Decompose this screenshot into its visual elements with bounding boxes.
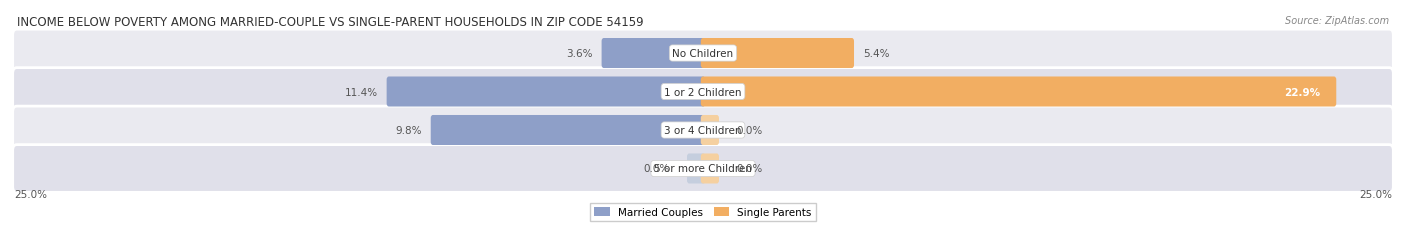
- FancyBboxPatch shape: [700, 116, 718, 145]
- FancyBboxPatch shape: [387, 77, 706, 107]
- Text: 0.0%: 0.0%: [737, 164, 762, 174]
- FancyBboxPatch shape: [700, 154, 718, 184]
- Text: 5.4%: 5.4%: [863, 49, 890, 59]
- Text: 3 or 4 Children: 3 or 4 Children: [664, 125, 742, 135]
- Text: 0.0%: 0.0%: [737, 125, 762, 135]
- FancyBboxPatch shape: [13, 145, 1393, 192]
- Text: 3.6%: 3.6%: [567, 49, 593, 59]
- Text: 25.0%: 25.0%: [1360, 189, 1392, 199]
- Text: 5 or more Children: 5 or more Children: [654, 164, 752, 174]
- Text: 0.0%: 0.0%: [644, 164, 669, 174]
- Text: 9.8%: 9.8%: [395, 125, 422, 135]
- FancyBboxPatch shape: [13, 30, 1393, 78]
- Legend: Married Couples, Single Parents: Married Couples, Single Parents: [591, 203, 815, 222]
- Text: No Children: No Children: [672, 49, 734, 59]
- Text: 11.4%: 11.4%: [344, 87, 378, 97]
- FancyBboxPatch shape: [700, 39, 853, 69]
- FancyBboxPatch shape: [13, 107, 1393, 154]
- FancyBboxPatch shape: [688, 154, 706, 184]
- Text: 25.0%: 25.0%: [14, 189, 46, 199]
- FancyBboxPatch shape: [13, 68, 1393, 116]
- Text: 1 or 2 Children: 1 or 2 Children: [664, 87, 742, 97]
- Text: 22.9%: 22.9%: [1284, 87, 1320, 97]
- FancyBboxPatch shape: [430, 116, 706, 145]
- FancyBboxPatch shape: [700, 77, 1336, 107]
- Text: INCOME BELOW POVERTY AMONG MARRIED-COUPLE VS SINGLE-PARENT HOUSEHOLDS IN ZIP COD: INCOME BELOW POVERTY AMONG MARRIED-COUPL…: [17, 16, 644, 29]
- Text: Source: ZipAtlas.com: Source: ZipAtlas.com: [1285, 16, 1389, 26]
- FancyBboxPatch shape: [602, 39, 706, 69]
